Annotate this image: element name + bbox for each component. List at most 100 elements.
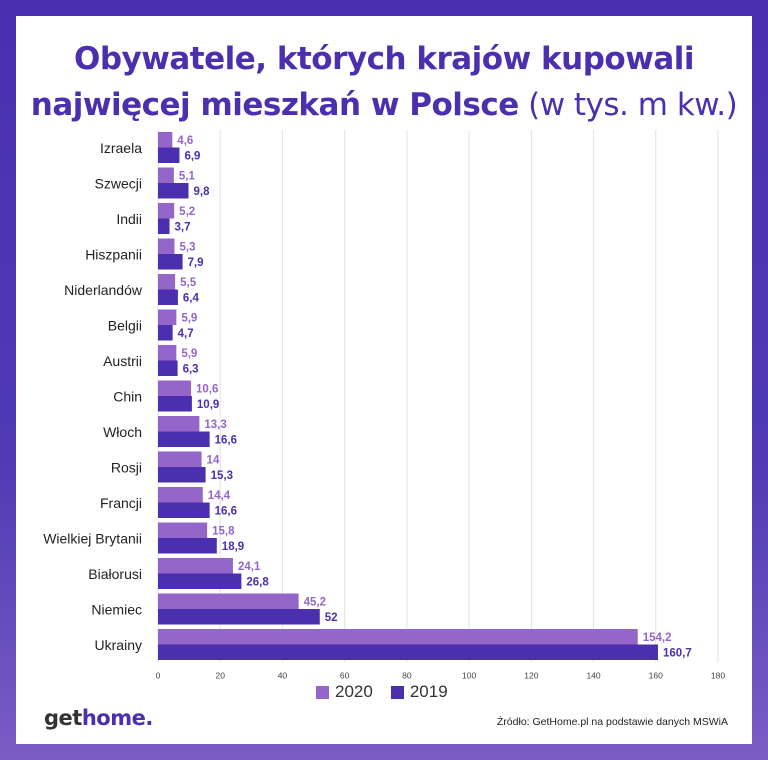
data-label-2020: 24,1 [238, 561, 261, 573]
bar-2020 [158, 132, 173, 148]
bar-2020 [158, 593, 299, 609]
x-tick-label: 160 [649, 671, 663, 681]
data-label-2020: 5,2 [179, 206, 195, 218]
data-label-2019: 4,7 [178, 328, 194, 340]
category-label: Austrii [103, 353, 142, 369]
bar-2020 [158, 345, 177, 361]
category-label: Rosji [111, 459, 142, 475]
bar-2020 [158, 274, 176, 290]
chart-card: Obywatele, których krajów kupowali najwi… [16, 16, 752, 744]
title-unit: (w tys. m kw.) [518, 87, 738, 123]
gethome-logo[interactable]: gethome. [44, 706, 153, 730]
category-label: Niemiec [91, 601, 142, 617]
category-label: Izraela [100, 140, 142, 156]
bar-2020 [158, 380, 191, 396]
category-label: Francji [100, 495, 142, 511]
legend: 2020 2019 [316, 682, 466, 702]
bar-2019 [158, 360, 178, 376]
data-label-2020: 4,6 [177, 135, 193, 147]
bar-2020 [158, 451, 202, 467]
x-tick-label: 80 [402, 671, 412, 681]
data-label-2019: 6,4 [183, 293, 200, 305]
legend-label-2020: 2020 [335, 682, 373, 701]
logo-home: home. [81, 706, 153, 730]
x-tick-label: 40 [278, 671, 288, 681]
title-line-2: najwięcej mieszkań w Polsce (w tys. m kw… [16, 82, 752, 128]
x-tick-label: 0 [156, 671, 161, 681]
data-label-2019: 15,3 [211, 470, 233, 482]
bar-2019 [158, 609, 320, 625]
bar-2020 [158, 522, 208, 538]
category-label: Belgii [108, 317, 142, 333]
category-label: Włoch [103, 424, 142, 440]
data-label-2019: 7,9 [188, 257, 204, 269]
legend-swatch-2019 [390, 685, 404, 699]
x-tick-label: 120 [524, 671, 538, 681]
data-label-2019: 52 [325, 612, 338, 624]
data-label-2020: 5,9 [181, 348, 197, 360]
bar-2020 [158, 238, 175, 254]
data-label-2020: 14 [207, 455, 220, 467]
bar-2019 [158, 431, 210, 447]
data-label-2019: 10,9 [197, 399, 219, 411]
data-label-2020: 5,1 [179, 171, 196, 183]
bar-2020 [158, 309, 177, 325]
legend-swatch-2020 [316, 685, 329, 699]
x-tick-label: 60 [340, 671, 350, 681]
bar-2019 [158, 183, 189, 199]
title-line-2-bold: najwięcej mieszkań w Polsce [30, 87, 520, 123]
data-label-2020: 5,5 [180, 277, 197, 289]
source-note: Źródło: GetHome.pl na podstawie danych M… [496, 716, 728, 728]
data-label-2019: 16,6 [215, 435, 237, 447]
data-label-2019: 9,8 [193, 186, 210, 198]
data-label-2020: 15,8 [212, 526, 235, 538]
x-tick-label: 140 [586, 671, 600, 681]
data-label-2020: 5,3 [179, 242, 195, 254]
data-label-2019: 3,7 [175, 222, 191, 234]
title-line-1: Obywatele, których krajów kupowali [74, 41, 695, 77]
data-label-2020: 5,9 [181, 313, 197, 325]
legend-item-2019: 2019 [390, 682, 448, 702]
category-label: Niderlandów [64, 282, 143, 298]
x-tick-label: 20 [215, 671, 225, 681]
data-label-2019: 26,8 [246, 577, 269, 589]
data-label-2020: 45,2 [304, 597, 326, 609]
data-label-2019: 160,7 [663, 648, 692, 660]
bar-2019 [158, 396, 192, 412]
data-label-2019: 18,9 [222, 541, 244, 553]
chart-title: Obywatele, których krajów kupowali najwi… [16, 36, 752, 128]
bar-2020 [158, 416, 200, 432]
bar-2019 [158, 254, 183, 270]
category-label: Chin [113, 388, 142, 404]
category-label: Wielkiej Brytanii [43, 530, 142, 546]
bar-2020 [158, 558, 233, 574]
bar-2019 [158, 644, 658, 660]
bar-2020 [158, 167, 174, 183]
data-label-2020: 154,2 [643, 632, 672, 644]
bar-2019 [158, 289, 178, 305]
data-label-2019: 6,3 [183, 364, 199, 376]
bar-2020 [158, 629, 638, 645]
bar-2019 [158, 218, 170, 234]
bar-2019 [158, 573, 242, 589]
bar-chart: 0 20 40 60 80 100 120 140 160 180 Izraela 4,6 6,9 Szw… [43, 130, 725, 681]
bar-2020 [158, 487, 203, 503]
x-tick-label: 100 [462, 671, 476, 681]
bar-2019 [158, 325, 173, 341]
category-label: Białorusi [88, 566, 142, 582]
data-label-2020: 10,6 [196, 384, 218, 396]
category-label: Hiszpanii [85, 246, 142, 262]
bar-2019 [158, 538, 217, 554]
data-label-2020: 13,3 [204, 419, 226, 431]
legend-label-2019: 2019 [409, 682, 448, 701]
data-label-2019: 6,9 [184, 151, 200, 163]
data-label-2019: 16,6 [215, 506, 237, 518]
bar-2019 [158, 467, 206, 483]
category-label: Szwecji [95, 175, 142, 191]
bar-2019 [158, 147, 180, 163]
legend-item-2020: 2020 [316, 682, 373, 702]
x-tick-label: 180 [711, 671, 725, 681]
logo-get: get [44, 706, 82, 730]
category-label: Ukrainy [95, 637, 142, 653]
bar-2019 [158, 502, 210, 518]
